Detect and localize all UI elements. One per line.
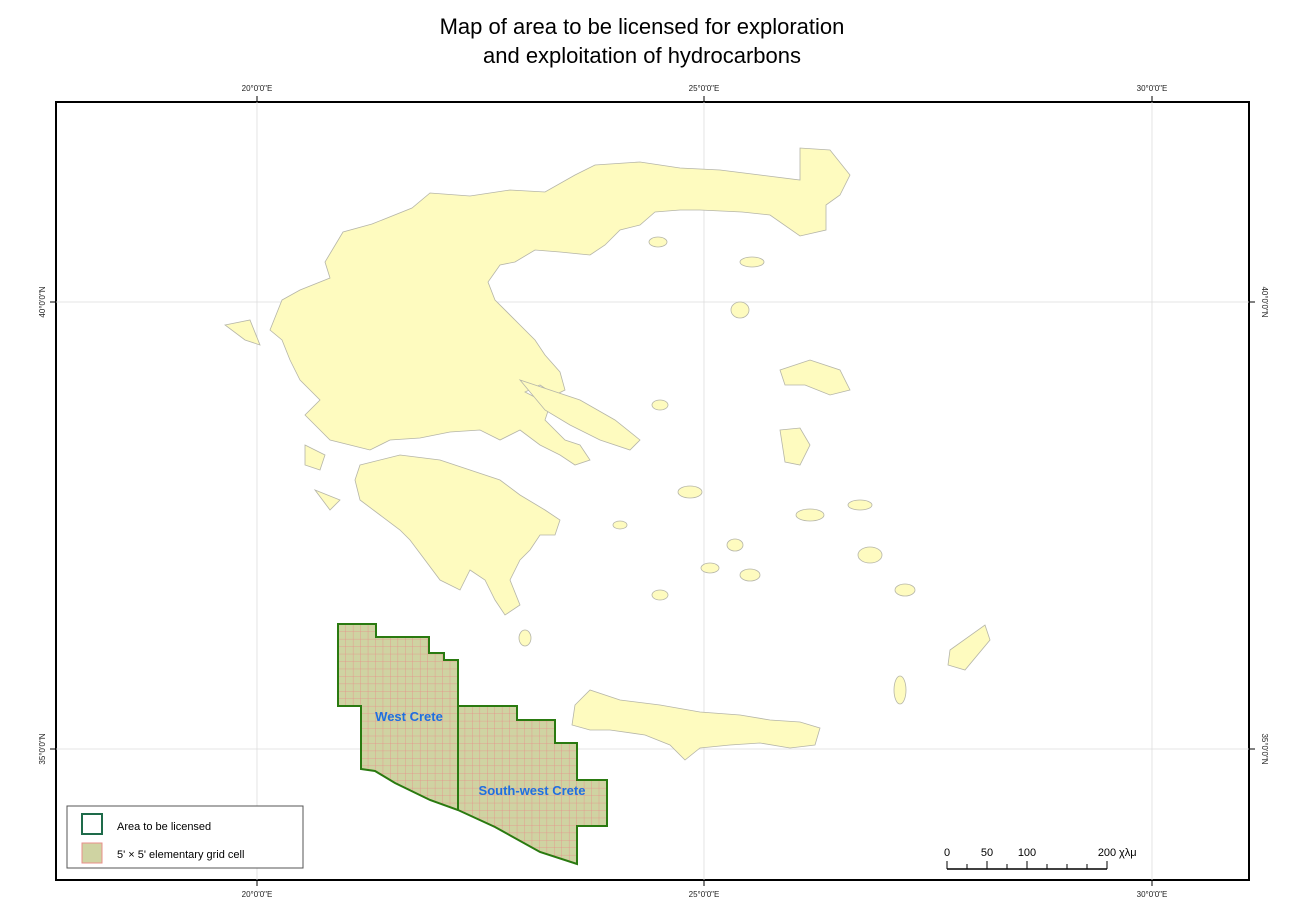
- lon-label: 30°0'0"E: [1137, 84, 1168, 93]
- legend: Area to be licensed 5' × 5' elementary g…: [66, 805, 304, 869]
- map-title: and exploitation of hydrocarbons: [483, 43, 801, 68]
- lon-label: 25°0'0"E: [689, 890, 720, 899]
- land: [224, 147, 991, 761]
- scale-label: 0: [944, 847, 950, 859]
- legend-box: [66, 805, 304, 869]
- graticule: [56, 102, 1249, 880]
- scale-label: 100: [1018, 847, 1036, 859]
- lon-label: 20°0'0"E: [242, 890, 273, 899]
- lat-label: 35°0'0"N: [38, 733, 47, 764]
- legend-label: 5' × 5' elementary grid cell: [117, 849, 244, 861]
- scale-bar: 0 50 100 200 χλμ: [944, 847, 1137, 870]
- scale-unit: χλμ: [1119, 847, 1137, 859]
- lon-label: 30°0'0"E: [1137, 890, 1168, 899]
- scale-label: 200: [1098, 847, 1116, 859]
- lat-label: 40°0'0"N: [38, 286, 47, 317]
- lat-label: 35°0'0"N: [1260, 733, 1269, 764]
- lon-label: 25°0'0"E: [689, 84, 720, 93]
- graticule-ticks: [50, 96, 1255, 886]
- lat-label: 40°0'0"N: [1260, 286, 1269, 317]
- map-frame: [55, 101, 1250, 881]
- area-label: South-west Crete: [479, 783, 586, 798]
- legend-label: Area to be licensed: [117, 821, 211, 833]
- legend-swatch: [81, 842, 103, 864]
- licence-area: [337, 623, 608, 866]
- map-title: Map of area to be licensed for explorati…: [440, 14, 845, 39]
- lon-label: 20°0'0"E: [242, 84, 273, 93]
- area-label: West Crete: [375, 709, 443, 724]
- scale-label: 50: [981, 847, 993, 859]
- legend-swatch: [81, 813, 103, 835]
